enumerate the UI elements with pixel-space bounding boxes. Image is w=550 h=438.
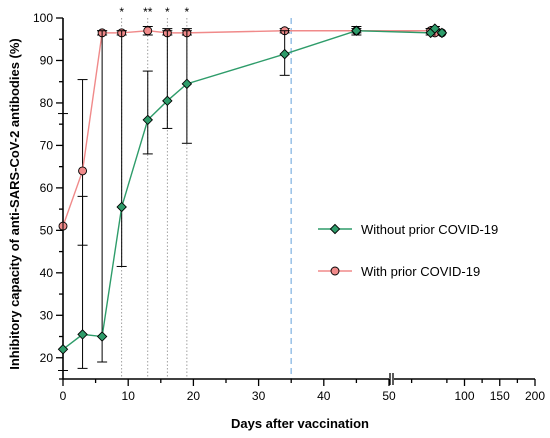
significance-label: * [185,5,190,19]
legend: Without prior COVID-19 With prior COVID-1… [318,222,498,279]
data-point-diamond [96,331,108,342]
x-tick-label: 40 [317,389,331,403]
y-tick-label: 70 [40,138,54,152]
x-tick-label: 150 [490,389,510,403]
x-tick-label: 200 [525,389,545,403]
data-point-circle [78,166,88,176]
y-tick-label: 80 [40,96,54,110]
y-tick-label: 40 [40,266,54,280]
x-tick-label: 50 [382,389,396,403]
data-point-diamond [436,27,448,39]
data-point-diamond [429,23,441,34]
data-point-diamond [57,344,69,355]
data-point-circle [143,26,153,36]
y-tick-label: 100 [33,11,53,25]
significance-guides: * ** * * [119,5,293,379]
data-point-diamond [142,114,153,126]
data-point-diamond [77,329,88,340]
x-tick-label: 30 [252,389,266,403]
data-point-diamond [351,25,362,36]
x-tick-label: 0 [60,389,67,403]
x-tick-label: 100 [454,389,474,403]
data-point-diamond [279,48,290,60]
data-point-diamond [181,78,193,90]
data-series [57,23,448,372]
series-without-prior-covid [57,23,448,372]
y-tick-label: 90 [40,53,54,67]
legend-label: With prior COVID-19 [361,264,480,279]
legend-marker-circle [330,266,340,276]
legend-marker-diamond [329,223,341,235]
data-point-diamond [116,201,127,213]
y-tick-label: 30 [40,308,54,322]
series-line [62,27,443,350]
significance-label: * [165,5,170,19]
x-tick-label: 10 [122,389,136,403]
significance-label: * [119,5,124,19]
x-axis-title: Days after vaccination [231,416,369,431]
y-tick-label: 20 [40,351,54,365]
x-tick-label: 20 [187,389,201,403]
series-with-prior-covid [58,25,447,246]
y-tick-label: 60 [40,181,54,195]
axes: 20 30 40 50 60 70 80 90 100 0 10 20 30 40 50 100 150 200 [33,11,545,403]
significance-label: ** [143,5,153,19]
series-line [62,30,442,227]
data-point-diamond [162,95,173,107]
y-axis-title: Inhibitory capacity of anti-SARS-CoV-2 a… [7,38,22,370]
y-tick-label: 50 [40,223,54,237]
legend-label: Without prior COVID-19 [361,222,498,237]
